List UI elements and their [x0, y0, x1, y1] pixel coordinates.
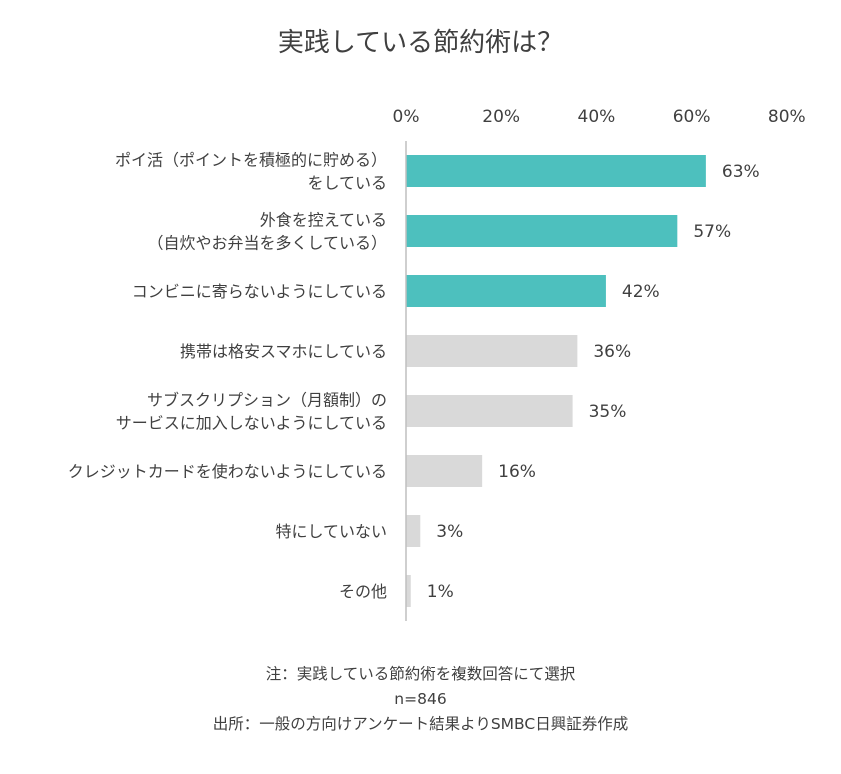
- footnote-method: 注：実践している節約術を複数回答にて選択: [265, 665, 576, 683]
- category-label: クレジットカードを使わないようにしている: [68, 462, 387, 481]
- x-tick-label: 80%: [768, 107, 806, 127]
- data-label: 42%: [622, 282, 660, 302]
- chart-title: 実践している節約術は？: [277, 28, 564, 58]
- bar-chart: 0% 20% 40% 60% 80% ポイ活（ポイントを積極的に貯める）をしている外食を…: [68, 107, 806, 621]
- footnote-sample-size: n=846: [394, 690, 447, 708]
- category-label: 携帯は格安スマホにしている: [180, 342, 387, 361]
- category-label: コンビニに寄らないようにしている: [132, 282, 387, 301]
- bar: [406, 395, 573, 427]
- category-label: その他: [339, 582, 387, 601]
- bar: [406, 455, 483, 487]
- value-labels: 63% 57% 42% 36% 35% 16% 3% 1%: [427, 162, 760, 602]
- category-label: ポイ活（ポイントを積極的に貯める）をしている: [115, 151, 387, 193]
- bar: [406, 215, 678, 247]
- x-tick-label: 20%: [482, 107, 520, 127]
- data-label: 1%: [427, 582, 454, 602]
- data-label: 35%: [589, 402, 627, 422]
- bar: [406, 155, 706, 187]
- category-labels: ポイ活（ポイントを積極的に貯める）をしている外食を控えている（自炊やお弁当を多く…: [68, 151, 387, 602]
- x-axis-ticks: 0% 20% 40% 60% 80%: [393, 107, 806, 127]
- bar: [406, 515, 421, 547]
- category-label: サブスクリプション（月額制）のサービスに加入しないようにしている: [116, 391, 387, 433]
- x-tick-label: 40%: [578, 107, 616, 127]
- category-label: 特にしていない: [275, 522, 387, 541]
- data-label: 36%: [593, 342, 631, 362]
- bars: [406, 155, 706, 607]
- data-label: 3%: [436, 522, 463, 542]
- category-label: 外食を控えている（自炊やお弁当を多くしている）: [147, 211, 387, 253]
- data-label: 16%: [498, 462, 536, 482]
- data-label: 57%: [693, 222, 731, 242]
- footnote-source: 出所：一般の方向けアンケート結果よりSMBC日興証券作成: [212, 715, 629, 733]
- bar: [406, 575, 411, 607]
- x-tick-label: 60%: [673, 107, 711, 127]
- bar: [406, 335, 578, 367]
- data-label: 63%: [722, 162, 760, 182]
- bar: [406, 275, 606, 307]
- x-tick-label: 0%: [393, 107, 420, 127]
